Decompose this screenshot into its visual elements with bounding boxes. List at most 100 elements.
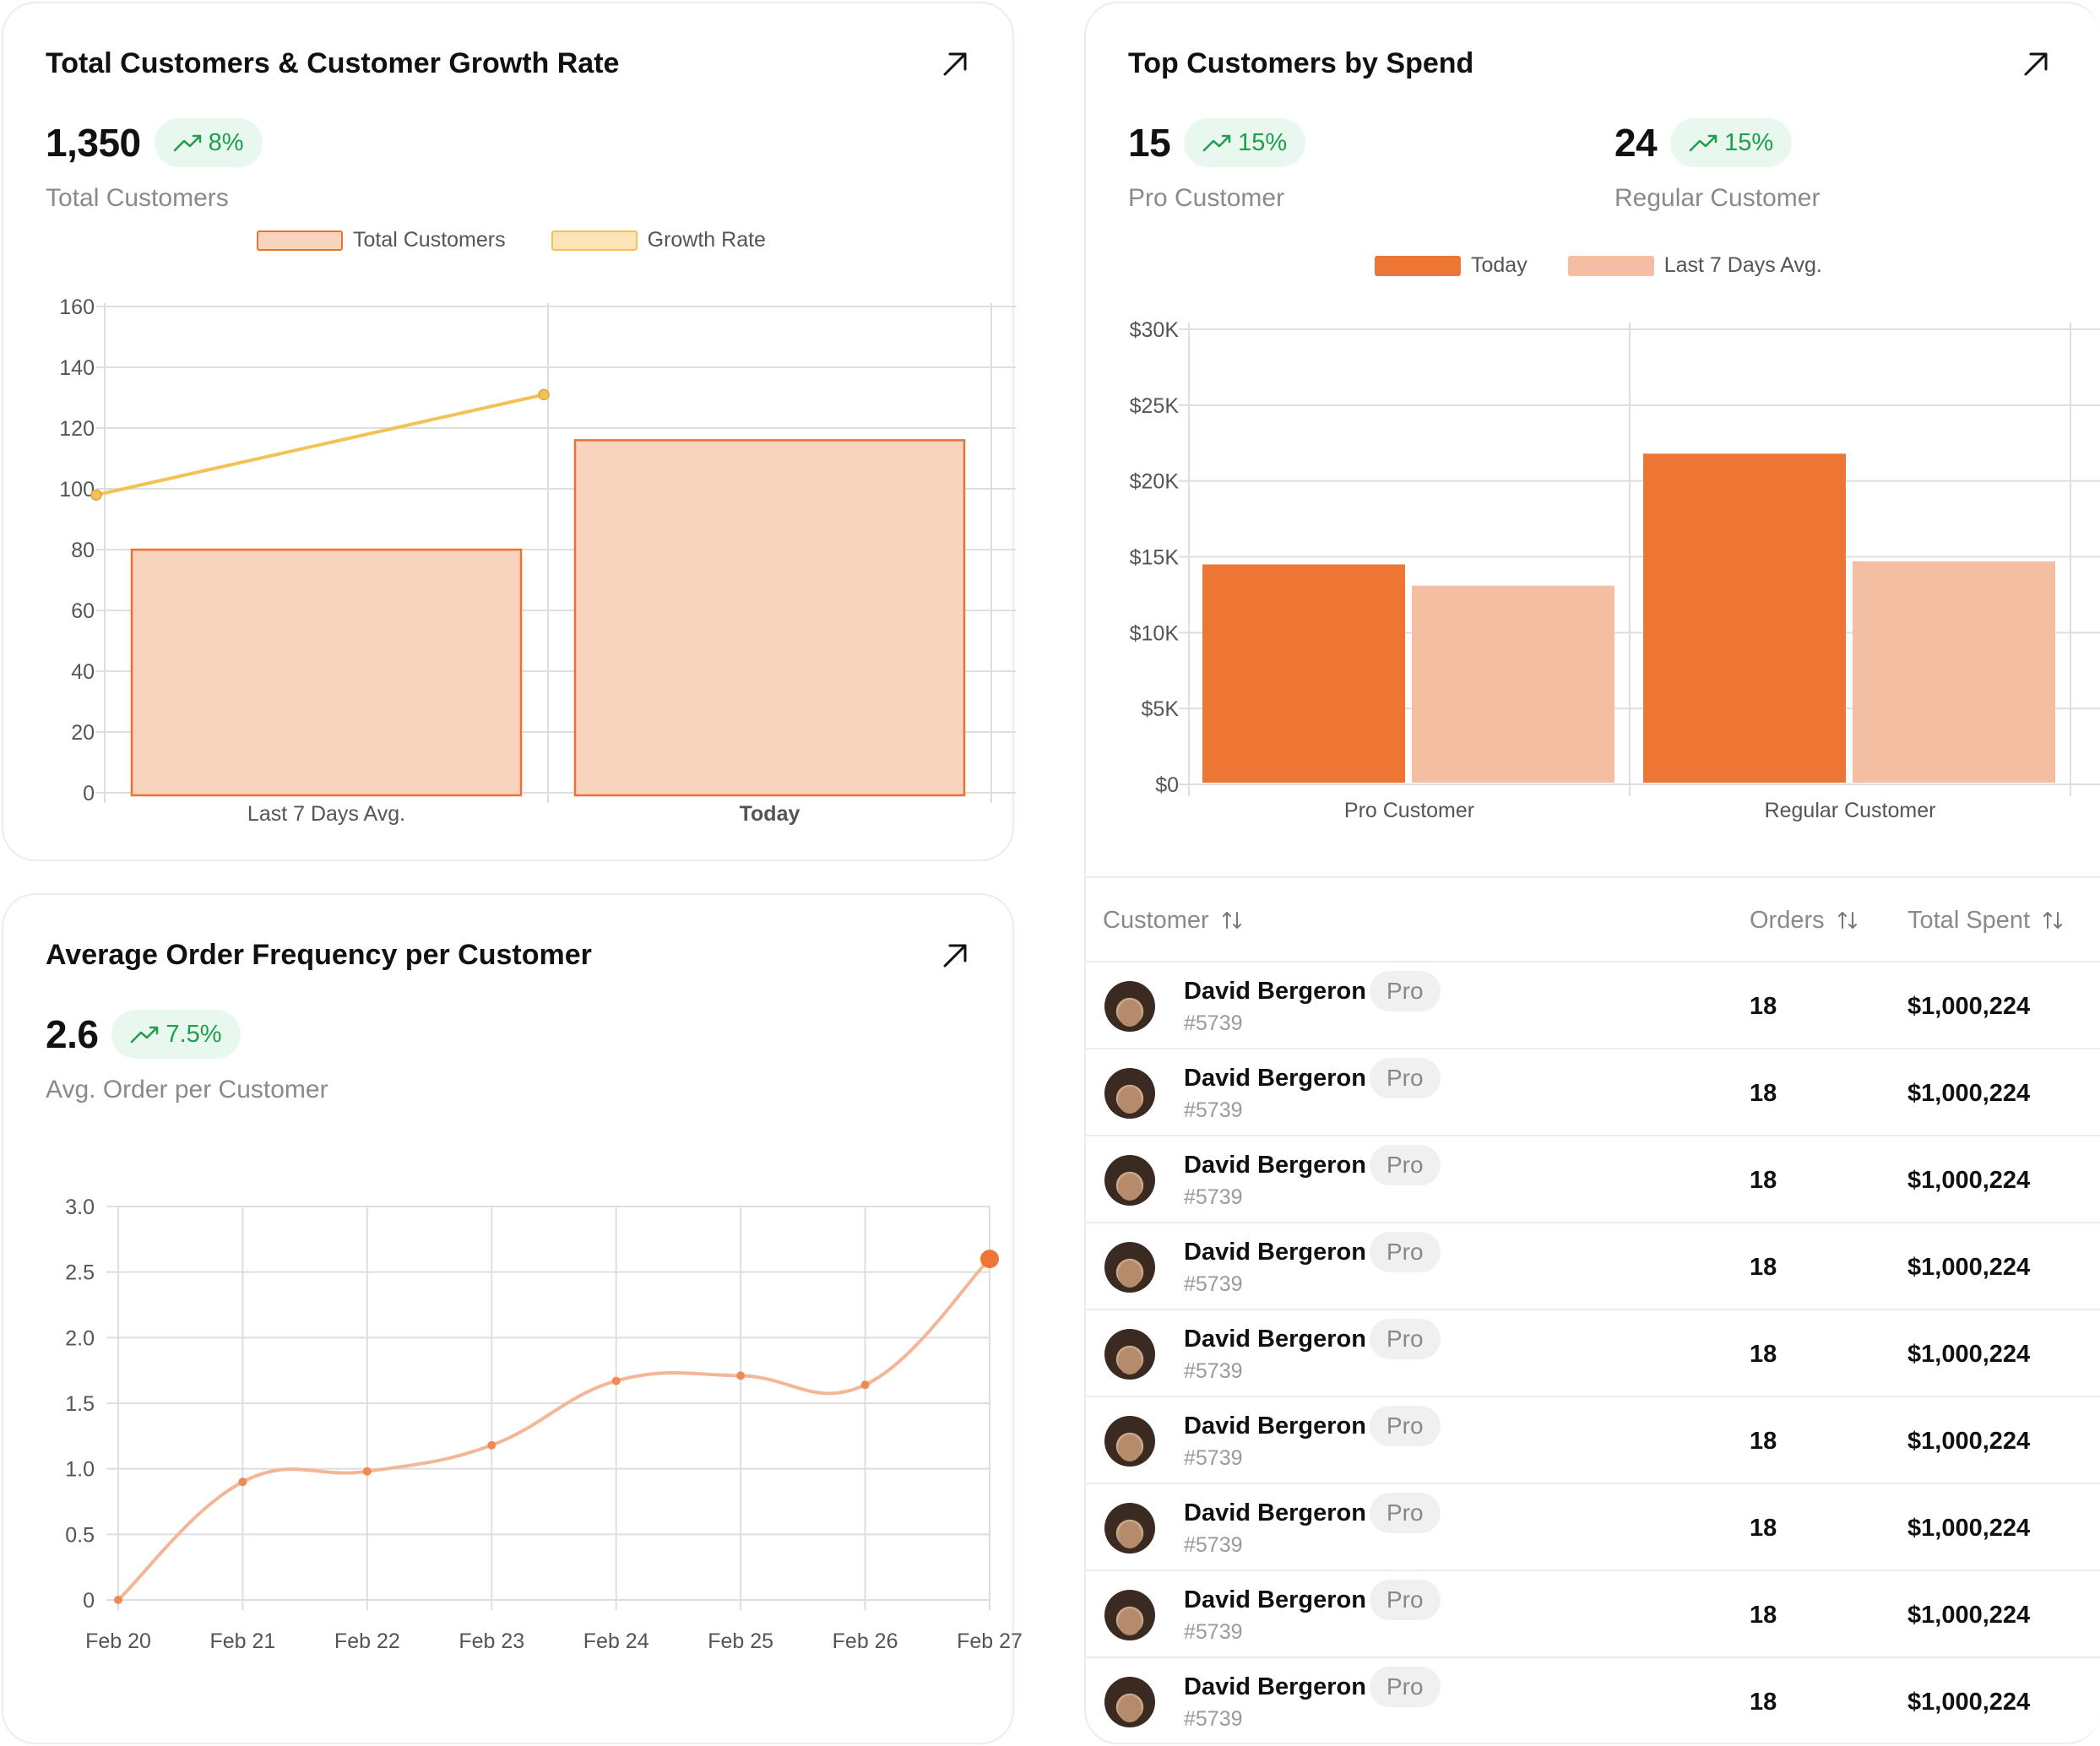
avatar [1104, 1503, 1155, 1554]
y-tick-label: $5K [1142, 697, 1180, 721]
total-spent-cell: $1,000,224 [1907, 1254, 2031, 1281]
bar-today [1202, 564, 1405, 783]
orders-cell: 18 [1750, 1428, 1777, 1455]
card-title: Top Customers by Spend [1128, 47, 1474, 79]
expand-arrow-icon[interactable] [940, 941, 970, 971]
table-row[interactable]: David Bergeron Pro #5739 18 $1,000,224 [1086, 1049, 2100, 1136]
y-tick-label: 0 [83, 1589, 95, 1613]
expand-arrow-icon[interactable] [940, 49, 970, 79]
y-tick-label: 80 [71, 539, 95, 562]
frequency-point [238, 1478, 247, 1487]
y-tick-label: $0 [1155, 773, 1179, 797]
table-row[interactable]: David Bergeron Pro #5739 18 $1,000,224 [1086, 1223, 2100, 1310]
customer-name: David Bergeron [1184, 1673, 1366, 1700]
customer-tag: Pro [1370, 1493, 1441, 1533]
badge-text: 7.5% [166, 1020, 222, 1048]
trending-up-icon [1202, 134, 1231, 152]
metric-label: Regular Customer [1614, 184, 1821, 212]
orders-cell: 18 [1750, 1515, 1777, 1542]
sort-icon[interactable] [1837, 909, 1859, 931]
customer-id: #5739 [1184, 1098, 1243, 1122]
table-row[interactable]: David Bergeron Pro #5739 18 $1,000,224 [1086, 1136, 2100, 1223]
trending-up-icon [131, 1026, 159, 1044]
column-label: Total Spent [1907, 906, 2031, 934]
x-tick-label: Feb 26 [833, 1629, 898, 1653]
y-tick-label: 100 [59, 478, 95, 502]
avatar [1104, 1590, 1155, 1640]
customers-chart: 0 20 40 60 80 100 120 140 160 Last 7 Days Avg. Tod… [59, 296, 1016, 826]
top-customers-card: Top Customers by Spend 15 15% Pro Custom… [1084, 2, 2100, 1744]
frequency-point [114, 1596, 122, 1604]
customer-name: David Bergeron [1184, 1326, 1366, 1353]
avatar [1104, 1242, 1155, 1293]
column-header-customer[interactable]: Customer [1103, 878, 1243, 962]
orders-cell: 18 [1750, 1602, 1777, 1629]
sort-icon[interactable] [2042, 909, 2064, 931]
table-row[interactable]: David Bergeron Pro #5739 18 $1,000,224 [1086, 1484, 2100, 1571]
expand-arrow-icon[interactable] [2021, 49, 2051, 79]
metric-regular-customer: 24 15% [1614, 118, 1793, 167]
table-row[interactable]: David Bergeron Pro #5739 18 $1,000,224 [1086, 1310, 2100, 1397]
legend-swatch-total [257, 230, 343, 251]
x-tick-label: Last 7 Days Avg. [247, 802, 405, 826]
y-tick-label: 0 [83, 782, 95, 805]
customer-tag: Pro [1370, 1406, 1441, 1446]
y-tick-label: $30K [1130, 318, 1180, 342]
total-spent-cell: $1,000,224 [1907, 1515, 2031, 1542]
table-row[interactable]: David Bergeron Pro #5739 18 $1,000,224 [1086, 1571, 2100, 1658]
customer-tag: Pro [1370, 1145, 1441, 1185]
badge-text: 8% [208, 128, 244, 156]
order-frequency-card: Average Order Frequency per Customer 2.6… [2, 893, 1023, 1744]
table-row[interactable]: David Bergeron Pro #5739 18 $1,000,224 [1086, 1658, 2100, 1745]
trending-up-icon [1689, 134, 1717, 152]
x-tick-label: Today [740, 802, 800, 826]
legend-label-last7: Last 7 Days Avg. [1663, 253, 1822, 277]
table-row[interactable]: David Bergeron Pro #5739 18 $1,000,224 [1086, 1397, 2100, 1484]
column-header-total-spent[interactable]: Total Spent [1907, 878, 2064, 962]
frequency-point [362, 1467, 372, 1476]
metric-label: Total Customers [46, 184, 229, 212]
metric-value: 2.6 [46, 1012, 99, 1056]
customer-name: David Bergeron [1184, 1065, 1366, 1092]
customer-name: David Bergeron [1184, 1499, 1366, 1526]
y-tick-label: 1.0 [65, 1458, 95, 1482]
customer-tag: Pro [1370, 1667, 1441, 1707]
spend-chart: $0 $5K $10K $15K $20K $25K $30K Pro Customer Reg… [1130, 318, 2100, 822]
customer-name: David Bergeron [1184, 1239, 1366, 1266]
total-spent-cell: $1,000,224 [1907, 1341, 2031, 1368]
card-title: Average Order Frequency per Customer [46, 939, 592, 971]
orders-cell: 18 [1750, 993, 1777, 1020]
y-tick-label: $15K [1130, 546, 1180, 570]
metric-avg-order: 2.6 7.5% [46, 1010, 241, 1059]
badge-text: 15% [1238, 128, 1288, 156]
table-row[interactable]: David Bergeron Pro #5739 18 $1,000,224 [1086, 962, 2100, 1049]
legend-swatch-growth [551, 230, 638, 251]
bar-today [1643, 453, 1846, 783]
customer-tag: Pro [1370, 1232, 1441, 1272]
column-header-orders[interactable]: Orders [1750, 878, 1859, 962]
y-tick-label: 1.5 [65, 1392, 95, 1416]
card-title: Total Customers & Customer Growth Rate [46, 47, 620, 79]
sort-icon[interactable] [1221, 909, 1243, 931]
metric-value: 15 [1128, 121, 1171, 165]
x-tick-label: Pro Customer [1344, 799, 1474, 822]
customer-id: #5739 [1184, 1359, 1243, 1383]
x-tick-label: Feb 23 [459, 1629, 524, 1653]
total-spent-cell: $1,000,224 [1907, 1602, 2031, 1629]
customer-id: #5739 [1184, 1707, 1243, 1731]
growth-rate-point [90, 489, 102, 501]
customer-name: David Bergeron [1184, 1413, 1366, 1440]
total-customers-card: Total Customers & Customer Growth Rate 1… [2, 2, 1016, 861]
x-tick-label: Feb 25 [708, 1629, 773, 1653]
y-tick-label: 2.0 [65, 1326, 95, 1350]
customer-id: #5739 [1184, 1533, 1243, 1557]
growth-badge: 15% [1184, 118, 1306, 167]
customer-tag: Pro [1370, 971, 1441, 1011]
y-tick-label: 120 [59, 417, 95, 441]
total-spent-cell: $1,000,224 [1907, 993, 2031, 1020]
frequency-point [487, 1440, 497, 1450]
growth-badge: 8% [154, 118, 263, 167]
growth-badge: 7.5% [111, 1010, 241, 1059]
orders-cell: 18 [1750, 1341, 1777, 1368]
y-tick-label: 140 [59, 356, 95, 380]
